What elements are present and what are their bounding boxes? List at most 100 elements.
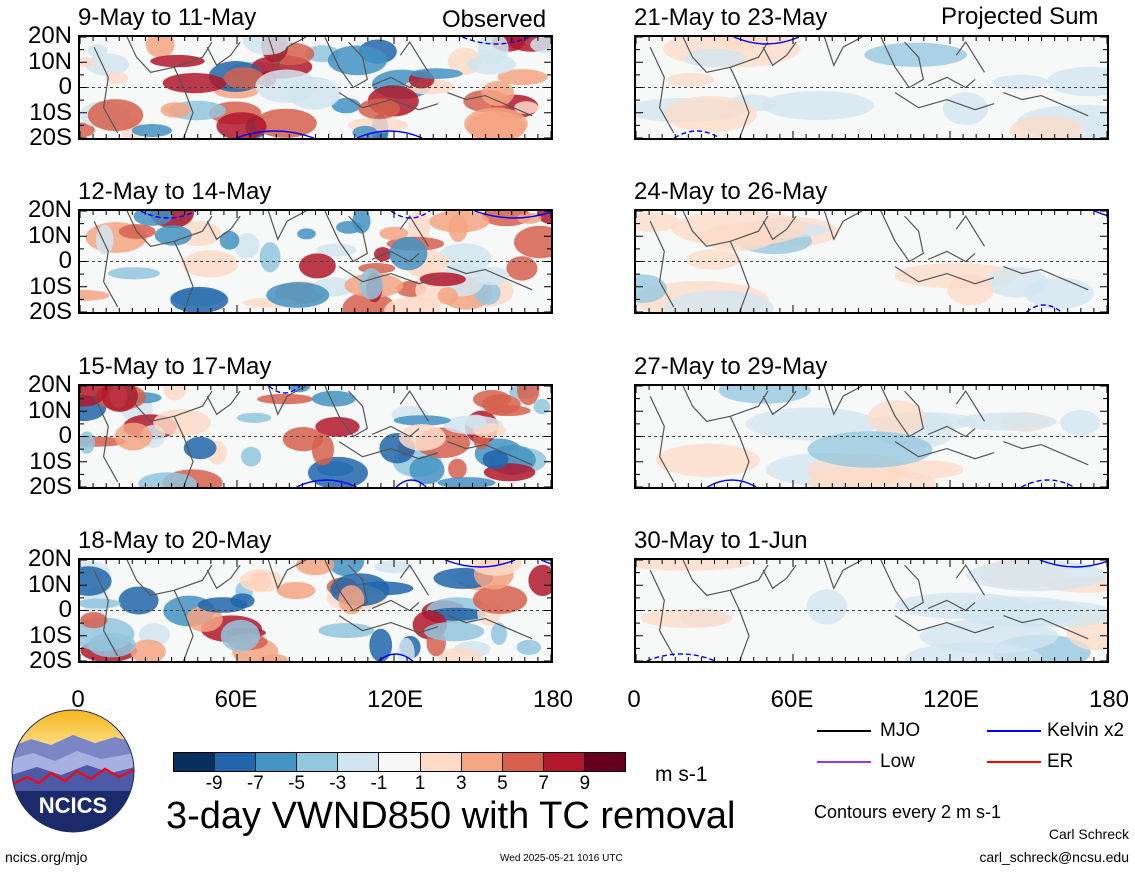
legend-mjo-label: MJO: [880, 720, 921, 741]
colorbar-tick-label: -9: [205, 773, 223, 794]
kelvin-contour: [268, 386, 301, 394]
colorbar-swatch: [584, 753, 626, 771]
anomaly-blob: [255, 69, 318, 103]
anomaly-blob: [183, 436, 217, 460]
legend-er-label: ER: [1047, 751, 1074, 772]
coastline: [447, 266, 533, 291]
kelvin-contour: [1094, 211, 1107, 217]
legend-kelvin-label: Kelvin x2: [1047, 720, 1125, 741]
colorbar-swatch: [297, 753, 339, 771]
anomaly-blob: [437, 243, 492, 274]
y-tick-label: 0: [58, 422, 72, 449]
anomaly-blob: [398, 424, 446, 451]
anomaly-blob: [530, 37, 551, 54]
anomaly-blob: [514, 225, 551, 259]
coastline: [371, 425, 420, 438]
anomaly-blob: [1060, 409, 1101, 436]
anomaly-blob: [336, 220, 362, 234]
anomaly-blob: [1046, 66, 1107, 97]
site-url[interactable]: ncics.org/mjo: [5, 849, 88, 865]
map-panel-projected-3: [634, 384, 1109, 489]
coastline: [894, 92, 995, 111]
anomaly-blob: [473, 390, 511, 409]
anomaly-blob: [481, 211, 532, 227]
coastline: [762, 564, 797, 590]
anomaly-blob: [138, 472, 197, 487]
anomaly-blob: [338, 585, 365, 615]
coastline: [955, 564, 986, 596]
colorbar-tick-label: 9: [579, 773, 591, 794]
coastline: [447, 441, 533, 466]
anomaly-blob: [904, 642, 1043, 661]
anomaly-blob: [295, 560, 335, 576]
coastline: [682, 37, 769, 73]
coastline: [880, 211, 924, 263]
anomaly-blob: [276, 581, 316, 600]
anomaly-blob: [87, 44, 108, 57]
anomaly-blob: [369, 628, 393, 661]
coastline: [173, 416, 194, 487]
panel-title: 27-May to 29-May: [634, 353, 828, 380]
coastline: [93, 46, 119, 134]
anomaly-blob: [437, 287, 458, 305]
anomaly-blob: [448, 214, 468, 242]
legend-low-label: Low: [880, 751, 915, 772]
y-tick-label: 0: [58, 247, 72, 274]
coastline: [880, 560, 924, 612]
timestamp: Wed 2025-05-21 1016 UTC: [500, 853, 623, 864]
anomaly-blob: [316, 243, 357, 257]
anomaly-blob: [686, 249, 741, 270]
coastline: [324, 37, 368, 89]
coastline: [399, 215, 430, 247]
anomaly-blob: [230, 593, 255, 609]
anomaly-blob: [806, 589, 848, 625]
map-plot: [636, 560, 1107, 661]
y-tick-label: 10N: [27, 396, 72, 424]
anomaly-blob: [655, 443, 760, 477]
coastline: [823, 37, 863, 67]
panel-title: 18-May to 20-May: [78, 527, 272, 554]
anomaly-blob: [259, 242, 281, 273]
coastline: [762, 215, 797, 241]
panel-title: 12-May to 14-May: [78, 178, 272, 205]
anomaly-blob: [234, 233, 260, 259]
panel-title: 24-May to 26-May: [634, 178, 828, 205]
y-tick-label: 10N: [27, 221, 72, 249]
y-tick-label: 20S: [29, 647, 72, 674]
kelvin-contour: [395, 479, 427, 487]
anomaly-blob: [666, 72, 715, 88]
anomaly-blob: [538, 211, 551, 224]
units-label: m s-1: [655, 763, 708, 786]
anomaly-blob: [942, 92, 989, 125]
kelvin-contour: [1021, 479, 1075, 487]
coastline: [324, 386, 368, 438]
coastline: [955, 41, 986, 73]
kelvin-contour: [356, 130, 423, 138]
coastline: [371, 599, 420, 612]
anomaly-blob: [318, 623, 375, 639]
coastline: [955, 215, 986, 247]
y-tick-label: 20S: [29, 298, 72, 325]
anomaly-blob: [481, 80, 515, 106]
anomaly-blob: [297, 228, 316, 240]
coastline: [324, 211, 368, 263]
kelvin-contour: [462, 37, 531, 45]
map-panel-observed-2: [78, 209, 553, 314]
map-plot: [80, 211, 551, 312]
y-tick-label: 0: [58, 73, 72, 100]
y-tick-label: 20N: [27, 196, 72, 223]
coastline: [762, 41, 797, 67]
anomaly-blob: [236, 412, 272, 423]
anomaly-blob: [807, 431, 933, 468]
y-tick-label: 20S: [29, 124, 72, 151]
coastline: [173, 67, 194, 138]
x-tick-label: 0: [627, 686, 641, 713]
author-email[interactable]: carl_schreck@ncsu.edu: [979, 849, 1129, 865]
coastline: [955, 390, 986, 422]
anomaly-blob: [101, 386, 138, 412]
colorbar-swatch: [379, 753, 421, 771]
coastline: [894, 441, 995, 460]
map-plot: [80, 560, 551, 661]
coastline: [682, 211, 769, 247]
legend: [817, 730, 1041, 763]
